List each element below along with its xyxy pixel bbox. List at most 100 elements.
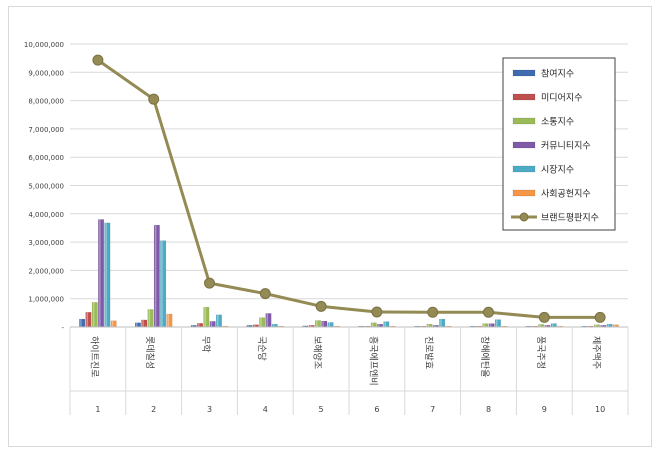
y-tick-label: 4,000,000 [28, 211, 64, 219]
bar-highlight [142, 319, 144, 327]
bar-highlight [204, 307, 206, 327]
bar-highlight [545, 325, 547, 327]
bar-highlight [613, 324, 616, 327]
legend-swatch [512, 93, 536, 101]
brand-reputation-point [315, 300, 327, 312]
category-name-label: 국순당 [256, 336, 267, 361]
bar-highlight [148, 309, 151, 327]
brand-reputation-point [371, 306, 383, 318]
category-name-group: 보해양조 [312, 336, 323, 369]
bar-highlight [433, 325, 436, 327]
legend-label: 커뮤니티지수 [541, 141, 591, 152]
category-index-label: 5 [319, 405, 324, 414]
category-index-label: 1 [95, 405, 100, 414]
bar-highlight [328, 322, 331, 327]
bar-highlight [191, 325, 194, 327]
bar-highlight [266, 313, 268, 327]
category-name-label: 진로발효 [423, 336, 434, 369]
bar-highlight [92, 302, 95, 327]
bar-highlight [551, 323, 554, 327]
category-name-label: 창해에탄올 [479, 336, 490, 377]
legend-label: 참여지수 [541, 68, 574, 80]
bar-highlight [161, 240, 163, 327]
bar-highlight [260, 317, 262, 327]
bar-highlight [167, 313, 169, 327]
category-name-label: 흥국에프엔비 [367, 336, 379, 386]
legend-swatch [512, 69, 536, 77]
bar-highlight [384, 321, 386, 327]
category-index-label: 6 [374, 405, 379, 414]
category-name-group: 국순당 [256, 336, 267, 361]
category-index-label: 4 [263, 405, 268, 414]
brand-reputation-point [92, 54, 104, 66]
category-name-label: 풍국주정 [535, 336, 546, 369]
y-tick-label: 3,000,000 [28, 239, 64, 247]
y-tick-label: 7,000,000 [28, 126, 64, 134]
category-name-label: 하이트진로 [88, 336, 99, 377]
brand-reputation-point [483, 306, 494, 318]
brand-reputation-point [538, 311, 550, 323]
category-index-label: 3 [207, 405, 212, 414]
x-axis: 하이트진로 롯데칠성 무학 국순당 보해양조 흥국에프엔비 진로발효 창해에탄올 풍국주정 제주맥… [69, 326, 629, 415]
bar-highlight [217, 314, 219, 327]
brand-reputation-point [204, 277, 215, 289]
legend-swatch [512, 189, 536, 197]
category-index-label: 2 [151, 405, 156, 414]
brand-reputation-point [427, 306, 439, 318]
bar-highlight [136, 322, 138, 327]
bar-highlight [86, 312, 88, 327]
category-index-label: 10 [595, 405, 605, 414]
y-tick-label: 8,000,000 [28, 98, 64, 106]
legend-swatch [512, 117, 536, 125]
category-name-group: 제주맥주 [591, 336, 602, 369]
bar-highlight [111, 320, 114, 327]
legend-swatch [512, 141, 536, 149]
y-tick-label: 2,000,000 [28, 267, 64, 275]
category-name-label: 제주맥주 [591, 336, 602, 369]
bar-highlight [316, 320, 318, 327]
bar-highlight [154, 225, 157, 327]
y-tick-label: 10,000,000 [24, 41, 64, 49]
y-tick-label: 6,000,000 [28, 154, 64, 162]
category-name-group: 진로발효 [423, 336, 434, 369]
category-index-label: 9 [542, 405, 547, 414]
bar-highlight [607, 324, 610, 327]
category-name-label: 보해양조 [312, 336, 323, 369]
legend-label: 시장지수 [541, 165, 574, 176]
bar-highlight [247, 325, 250, 327]
bar-highlight [496, 319, 498, 327]
legend-label: 브랜드평판지수 [541, 213, 599, 224]
bar-highlight [595, 324, 597, 327]
y-tick-label: - [61, 324, 64, 332]
bar-highlight [427, 324, 430, 327]
y-tick-label: 9,000,000 [28, 69, 64, 77]
category-name-group: 창해에탄올 [479, 336, 490, 377]
category-name-group: 흥국에프엔비 [367, 336, 379, 386]
bar-highlight [105, 222, 107, 327]
category-name-group: 무학 [200, 336, 211, 353]
y-tick-label: 1,000,000 [28, 296, 64, 304]
y-axis-ticks: - 1,000,000 2,000,000 3,000,000 4,000,000 5,0… [24, 41, 65, 332]
legend-swatch [512, 165, 536, 173]
bar-highlight [272, 324, 275, 327]
bar-highlight [309, 325, 312, 327]
category-index-label: 8 [486, 405, 491, 414]
y-tick-label: 5,000,000 [28, 183, 64, 191]
bar-highlight [80, 319, 82, 327]
category-name-label: 롯데칠성 [144, 336, 155, 369]
brand-reputation-line [92, 54, 606, 323]
bar-highlight [198, 323, 200, 327]
bars [79, 219, 619, 328]
category-name-group: 롯데칠성 [144, 336, 155, 369]
category-name-group: 하이트진로 [88, 336, 99, 377]
legend-label: 사회공헌지수 [541, 189, 591, 200]
legend-marker [519, 212, 529, 222]
bar-highlight [371, 322, 374, 327]
bar-highlight [99, 219, 101, 327]
bar-highlight [378, 324, 380, 327]
legend-label: 소통지수 [541, 117, 574, 128]
bar-highlight [489, 323, 492, 327]
bar-highlight [303, 325, 305, 327]
